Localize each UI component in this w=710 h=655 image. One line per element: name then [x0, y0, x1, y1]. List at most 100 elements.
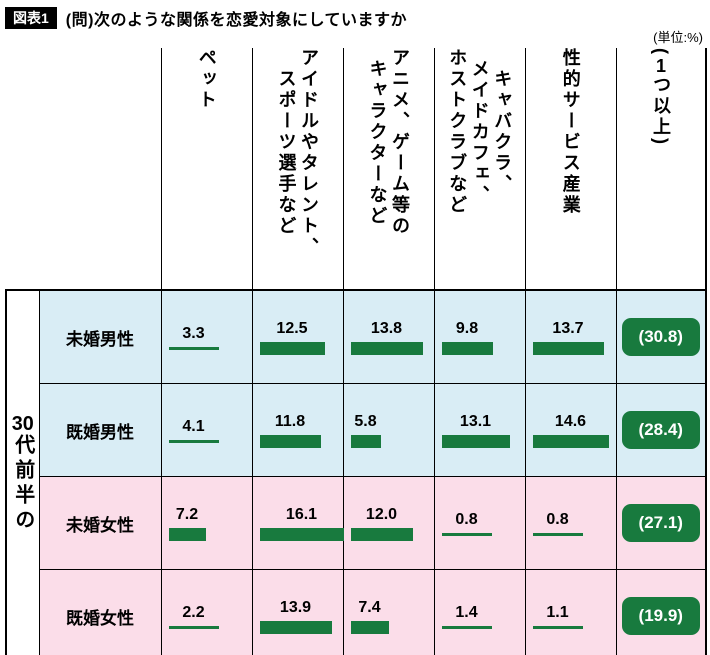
column-header-label: アニメ、ゲーム等の キャラクターなど [367, 48, 411, 237]
value-bar [168, 346, 219, 350]
column-header-1: ペット [160, 48, 252, 291]
bar-group: 12.5 [259, 319, 325, 355]
column-header-label: ペット [196, 48, 217, 111]
value-cell: 2.2 [161, 569, 253, 655]
unit-label: (単位:%) [653, 30, 703, 45]
bar-group: 13.1 [441, 412, 510, 448]
value-number: 13.1 [459, 413, 492, 431]
value-number: 13.9 [279, 599, 312, 617]
value-cell-content: 9.8 [435, 291, 525, 383]
value-bar [168, 625, 219, 629]
value-bar [441, 625, 492, 629]
value-cell-content: 11.8 [253, 384, 343, 476]
data-row-3: 未婚女性 7.2 16.1 12.0 0.8 0.8 (27.1) [6, 476, 707, 570]
value-number: 1.1 [546, 604, 569, 622]
survey-table: ペット アイドルやタレント、 スポーツ選手など アニメ、ゲーム等の キャラクターなど… [5, 48, 707, 655]
value-number: 12.5 [276, 320, 308, 338]
value-cell: 13.8 [343, 290, 435, 384]
title-bar: 図表1 (問)次のような関係を恋愛対象にしていますか [5, 6, 705, 30]
value-number: 12.0 [365, 506, 398, 524]
bar-group: 14.6 [532, 412, 609, 448]
value-cell-content: 0.8 [435, 477, 525, 569]
row-group-cell: 30代前半の [5, 290, 40, 655]
value-cell-content: 13.1 [435, 384, 525, 476]
value-cell: 14.6 [525, 383, 617, 477]
column-header-4: キャバクラ、 メイドカフェ、 ホストクラブなど [433, 48, 525, 291]
bar-group: 2.2 [168, 603, 219, 629]
data-row-1: 30代前半の 未婚男性 3.3 12.5 13.8 9.8 13.7 (30.8) [5, 290, 707, 655]
value-cell-content: 5.8 [344, 384, 434, 476]
value-bar [168, 527, 206, 541]
value-cell-content: 12.0 [344, 477, 434, 569]
value-bar [350, 620, 389, 634]
total-cell: (27.1) [616, 476, 707, 570]
column-header-label: (1つ以上) [651, 48, 671, 147]
bar-group: 0.8 [532, 510, 583, 536]
value-cell-content: 1.1 [526, 570, 616, 655]
column-header-5: 性的サービス産業 [524, 48, 616, 291]
value-cell: 16.1 [252, 476, 344, 570]
value-bar [441, 532, 492, 536]
total-badge: (19.9) [621, 596, 700, 636]
header-row: ペット アイドルやタレント、 スポーツ選手など アニメ、ゲーム等の キャラクターなど… [6, 48, 707, 291]
total-badge: (27.1) [621, 503, 700, 543]
value-cell: 0.8 [434, 476, 526, 570]
value-cell-content: 2.2 [162, 570, 252, 655]
bar-group: 12.0 [350, 505, 413, 541]
column-header-2: アイドルやタレント、 スポーツ選手など [251, 48, 343, 291]
value-cell-content: 7.4 [344, 570, 434, 655]
column-header-6: (1つ以上) [615, 48, 707, 291]
column-header-label: 性的サービス産業 [560, 48, 581, 216]
bar-group: 5.8 [350, 412, 381, 448]
value-cell: 7.4 [343, 569, 435, 655]
row-label: 既婚女性 [39, 569, 162, 655]
value-cell: 12.0 [343, 476, 435, 570]
total-cell: (28.4) [616, 383, 707, 477]
value-number: 0.8 [546, 511, 569, 529]
bar-group: 13.7 [532, 319, 604, 355]
bar-group: 1.4 [441, 603, 492, 629]
page-title: (問)次のような関係を恋愛対象にしていますか [65, 12, 407, 29]
value-number: 9.8 [455, 320, 479, 338]
row-label: 未婚男性 [39, 290, 162, 384]
value-number: 5.8 [354, 413, 377, 431]
value-cell: 5.8 [343, 383, 435, 477]
bar-group: 7.2 [168, 505, 206, 541]
value-cell-content: 7.2 [162, 477, 252, 569]
data-row-4: 既婚女性 2.2 13.9 7.4 1.4 1.1 (19.9) [6, 569, 707, 655]
table-body: ペット アイドルやタレント、 スポーツ選手など アニメ、ゲーム等の キャラクターなど… [5, 48, 707, 655]
value-cell-content: 16.1 [253, 477, 344, 569]
bar-group: 11.8 [259, 412, 321, 448]
value-cell: 1.1 [525, 569, 617, 655]
value-cell: 13.9 [252, 569, 344, 655]
value-bar [259, 620, 332, 634]
value-bar [441, 434, 510, 448]
bar-group: 13.8 [350, 319, 423, 355]
value-number: 3.3 [182, 325, 205, 343]
value-number: 4.1 [182, 418, 205, 436]
value-number: 14.6 [554, 413, 587, 431]
bar-group: 4.1 [168, 417, 219, 443]
value-cell: 9.8 [434, 290, 526, 384]
bar-group: 16.1 [259, 505, 344, 541]
value-cell-content: 13.7 [526, 291, 616, 383]
bar-group: 0.8 [441, 510, 492, 536]
value-number: 1.4 [455, 604, 478, 622]
value-cell: 3.3 [161, 290, 253, 384]
value-cell-content: 14.6 [526, 384, 616, 476]
total-cell: (30.8) [616, 290, 707, 384]
figure-badge: 図表1 [5, 7, 57, 29]
value-cell-content: 12.5 [253, 291, 343, 383]
value-cell-content: 13.8 [344, 291, 434, 383]
value-cell: 11.8 [252, 383, 344, 477]
value-cell-content: 4.1 [162, 384, 252, 476]
value-cell-content: 3.3 [162, 291, 252, 383]
value-bar [350, 341, 423, 355]
value-number: 0.8 [455, 511, 478, 529]
value-number: 7.2 [175, 506, 199, 524]
value-bar [350, 527, 413, 541]
value-bar [532, 434, 609, 448]
value-bar [441, 341, 493, 355]
value-cell: 13.7 [525, 290, 617, 384]
